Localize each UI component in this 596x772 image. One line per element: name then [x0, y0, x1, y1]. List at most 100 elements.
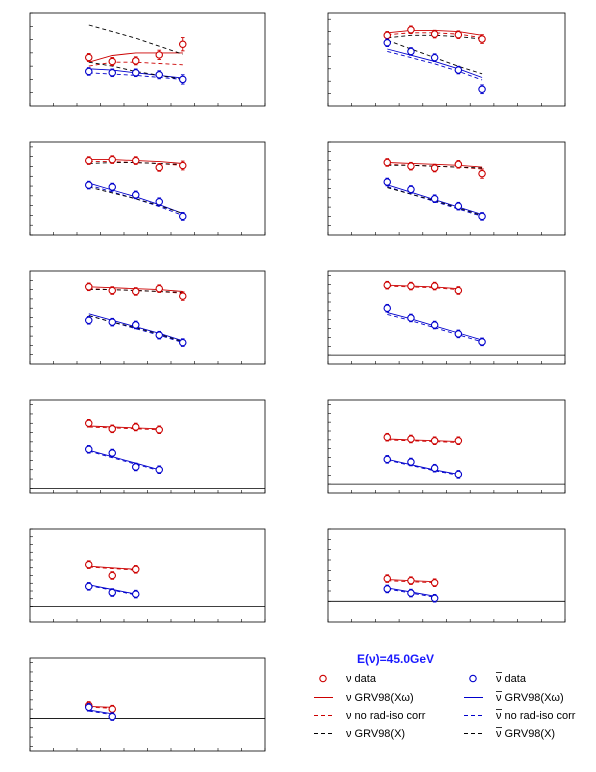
- nubar-data-point: [85, 67, 93, 76]
- nu-data-point: [478, 169, 486, 178]
- nubar-no-radiso-curve: [88, 72, 183, 80]
- nu-data-point: [407, 282, 415, 290]
- legend-item-6: ν no rad-iso corr: [464, 709, 576, 722]
- nu-data-point: [108, 155, 117, 164]
- nubar-data-point: [454, 66, 463, 74]
- nubar-data-point: [85, 316, 93, 325]
- nubar-no-radiso-curve: [387, 50, 483, 81]
- nubar-data-point: [454, 470, 463, 479]
- nubar-data-point: [407, 589, 415, 597]
- nu-data-point: [85, 156, 93, 165]
- legend-item-7: ν GRV98(X): [314, 728, 405, 740]
- panel-3: [29, 141, 266, 236]
- nubar-data-point: [430, 194, 439, 203]
- legend-label: ν GRV98(X): [496, 728, 555, 740]
- nubar-data-point: [108, 183, 117, 191]
- legend-marker: [319, 674, 327, 683]
- nu-grv98-x-curve: [88, 289, 183, 293]
- nubar-data-point: [132, 463, 140, 471]
- nu-grv98-xw-curve: [387, 284, 459, 290]
- panel-5: [29, 270, 266, 365]
- nu-data-point: [430, 30, 439, 38]
- nubar-data-point: [454, 330, 463, 338]
- nu-data-point: [155, 51, 164, 59]
- nubar-grv98-x-curve: [88, 315, 183, 343]
- nubar-grv98-xw-curve: [387, 458, 459, 475]
- nu-data-point: [430, 282, 439, 290]
- nu-data-point: [108, 571, 117, 580]
- legend-label: ν data: [496, 673, 527, 685]
- nu-grv98-xw-curve: [88, 52, 183, 63]
- legend-item-1: ν data: [319, 673, 377, 685]
- nubar-data-point: [132, 590, 140, 598]
- legend-label: ν GRV98(X): [346, 728, 405, 740]
- nu-data-point: [155, 163, 164, 172]
- nubar-grv98-x-curve: [88, 61, 183, 80]
- nu-data-point: [407, 162, 415, 170]
- nu-no-radiso-curve: [88, 61, 183, 67]
- nubar-data-point: [132, 321, 140, 329]
- nu-grv98-x-curve: [387, 164, 483, 169]
- panel-4: [327, 141, 566, 236]
- nu-data-point: [383, 158, 391, 167]
- nu-data-point: [430, 164, 439, 172]
- nu-no-radiso-curve: [387, 32, 483, 39]
- nu-data-point: [454, 160, 463, 169]
- nu-data-point: [383, 31, 391, 40]
- panel-10: [327, 528, 566, 623]
- legend-item-2: ν data: [469, 672, 527, 685]
- nubar-grv98-x-curve: [88, 186, 183, 214]
- plot-frame: [29, 399, 266, 494]
- nu-data-point: [108, 57, 117, 66]
- nubar-data-point: [179, 338, 187, 347]
- nubar-grv98-xw-curve: [88, 709, 113, 715]
- nu-data-point: [132, 423, 140, 431]
- plot-frame: [29, 141, 266, 236]
- nu-data-point: [478, 35, 486, 43]
- legend-label: ν data: [346, 673, 377, 685]
- nubar-data-point: [407, 185, 415, 194]
- nu-no-radiso-curve: [387, 285, 459, 291]
- nubar-data-point: [108, 69, 117, 77]
- nubar-data-point: [383, 39, 391, 47]
- nubar-data-point: [132, 69, 140, 77]
- nu-no-radiso-curve: [387, 439, 459, 443]
- nubar-data-point: [108, 318, 117, 326]
- nu-data-point: [132, 156, 140, 165]
- legend-items: ν data ν data ν GRV98(Xω) ν GRV98(Xω) ν no r…: [314, 672, 576, 740]
- nu-data-point: [108, 425, 117, 433]
- nubar-data-point: [132, 191, 140, 199]
- plot-frame: [29, 657, 266, 752]
- nu-data-point: [85, 53, 93, 62]
- plot-frame: [29, 270, 266, 365]
- nu-grv98-x-curve: [88, 24, 183, 55]
- nubar-data-point: [407, 47, 415, 56]
- plot-frame: [327, 141, 566, 236]
- nubar-no-radiso-curve: [387, 459, 459, 476]
- nu-data-point: [179, 292, 187, 300]
- nubar-data-point: [108, 449, 117, 457]
- plot-frame: [327, 270, 566, 365]
- nubar-data-point: [454, 202, 463, 210]
- nu-grv98-x-curve: [387, 34, 483, 40]
- nubar-data-point: [430, 594, 439, 602]
- nu-grv98-xw-curve: [88, 565, 136, 570]
- plot-frame: [327, 12, 566, 107]
- nu-data-point: [132, 287, 140, 296]
- nubar-data-point: [478, 338, 486, 346]
- nu-data-point: [454, 436, 463, 445]
- plot-frame: [327, 528, 566, 623]
- nubar-data-point: [383, 455, 391, 464]
- legend-marker: [469, 674, 477, 683]
- nubar-data-point: [478, 212, 486, 221]
- legend-item-4: ν GRV98(Xω): [464, 691, 564, 704]
- nubar-data-point: [407, 458, 415, 466]
- nu-data-point: [454, 30, 463, 39]
- nubar-data-point: [430, 53, 439, 62]
- legend-label: ν GRV98(Xω): [346, 692, 414, 704]
- nu-data-point: [454, 286, 463, 295]
- nubar-data-point: [108, 712, 117, 721]
- nubar-data-point: [108, 588, 117, 597]
- panel-11: [29, 657, 266, 752]
